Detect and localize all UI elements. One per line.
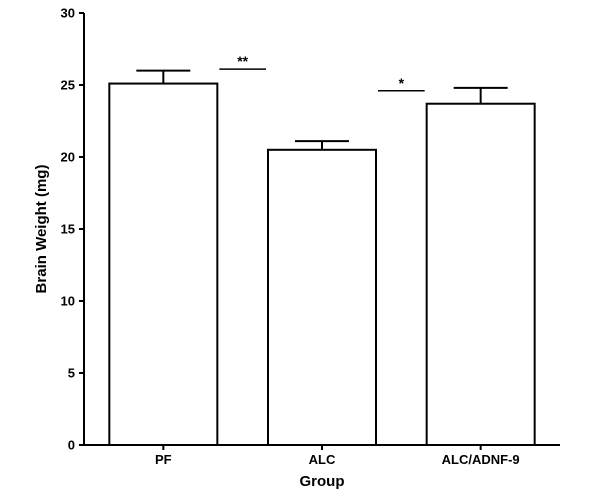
y-tick-label: 5 (68, 366, 75, 381)
y-tick-label: 20 (61, 150, 75, 165)
x-axis: PF ALC ALC/ADNF-9 (84, 444, 560, 467)
y-tick-label: 15 (61, 222, 75, 237)
error-bars-group (136, 69, 508, 150)
y-tick-label: 0 (68, 438, 75, 453)
y-axis-title: Brain Weight (mg) (33, 165, 50, 294)
bars-group (108, 82, 536, 447)
y-tick-label: 10 (61, 294, 75, 309)
x-category-label: PF (155, 452, 172, 467)
y-tick-label: 30 (61, 6, 75, 21)
bar-alc (267, 148, 377, 447)
x-axis-title: Group (300, 473, 345, 490)
significance-label: * (399, 75, 405, 91)
x-category-label: ALC/ADNF-9 (442, 452, 520, 467)
bar-pf (108, 82, 219, 446)
x-category-label: ALC (309, 452, 336, 467)
bar-alc-adnf-9 (425, 102, 536, 446)
y-axis: 0 5 10 15 20 25 30 (61, 6, 85, 453)
significance-group: *** (219, 53, 425, 92)
y-tick-label: 25 (61, 78, 75, 93)
plot-area: *** (108, 53, 536, 447)
significance-label: ** (237, 53, 248, 69)
